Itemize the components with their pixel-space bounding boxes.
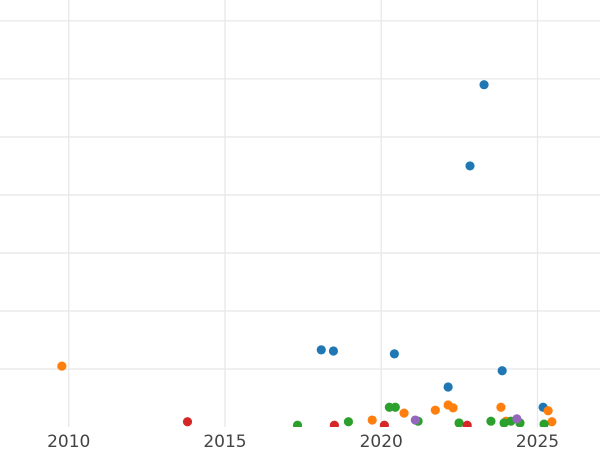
data-point [343, 417, 354, 427]
data-point [454, 418, 464, 427]
x-axis-ticks: 2010 2015 2020 2025 [47, 432, 559, 450]
data-point [547, 417, 557, 427]
data-point [499, 418, 509, 427]
data-point [496, 402, 506, 412]
data-point [182, 417, 193, 427]
data-point [390, 402, 400, 412]
data-points [57, 80, 557, 427]
data-point [367, 415, 377, 425]
data-point [379, 420, 389, 427]
data-point [486, 416, 496, 426]
data-point [448, 403, 458, 413]
data-point [479, 80, 489, 90]
data-point [465, 161, 475, 171]
data-point [543, 406, 553, 416]
data-point [539, 419, 549, 427]
data-point [410, 415, 420, 425]
data-point [292, 420, 303, 427]
data-point [316, 345, 326, 355]
x-tick-label: 2010 [47, 432, 90, 450]
data-point [329, 420, 339, 427]
data-point [389, 349, 399, 359]
x-tick-label: 2020 [360, 432, 403, 450]
data-point [328, 346, 339, 356]
x-tick-label: 2015 [203, 432, 246, 450]
data-point [399, 408, 409, 418]
data-point [512, 414, 522, 424]
data-point [57, 361, 67, 371]
data-point [462, 420, 472, 427]
data-point [443, 382, 453, 392]
gridlines [0, 0, 600, 427]
x-tick-label: 2025 [516, 432, 559, 450]
data-point [497, 366, 507, 376]
data-point [430, 405, 440, 415]
